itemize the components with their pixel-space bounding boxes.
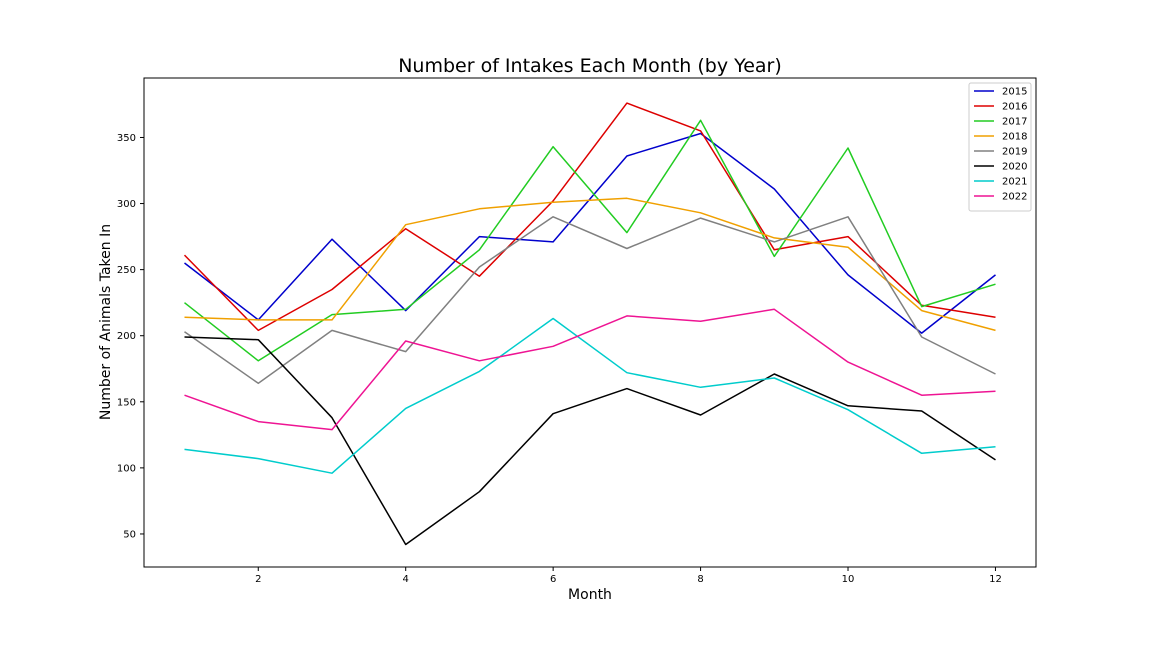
legend-label-2017: 2017 — [1002, 117, 1027, 128]
x-tick-label: 2 — [255, 574, 261, 585]
plot-frame — [143, 77, 1037, 568]
series-line-2016 — [183, 102, 996, 332]
series-line-2018 — [184, 197, 996, 332]
y-tick-label: 300 — [117, 199, 136, 210]
legend-label-2020: 2020 — [1002, 162, 1027, 173]
x-axis-title: Month — [568, 587, 612, 603]
y-tick-label: 250 — [117, 265, 136, 276]
y-tick-label: 50 — [123, 529, 136, 540]
x-tick-label: 6 — [550, 574, 556, 585]
series-line-2017 — [184, 119, 996, 362]
y-tick-label: 350 — [117, 133, 136, 144]
legend: 2015 2016 2017 2018 2019 2020 2021 2022 — [968, 82, 1032, 212]
legend-label-2022: 2022 — [1002, 192, 1027, 203]
y-axis-title: Number of Animals Taken In — [98, 224, 114, 420]
y-axis-ticks: 50 100 150 200 250 300 350 — [117, 133, 144, 540]
series-line-2021 — [184, 317, 996, 474]
legend-label-2019: 2019 — [1002, 147, 1027, 158]
series-line-2019 — [184, 216, 996, 385]
series-line-2022 — [184, 308, 996, 431]
x-axis-ticks: 2 4 6 8 10 12 — [255, 567, 1002, 585]
plot-lines — [183, 102, 996, 546]
series-line-2020 — [184, 336, 996, 546]
x-tick-label: 12 — [989, 574, 1002, 585]
y-tick-label: 200 — [117, 331, 136, 342]
legend-label-2018: 2018 — [1002, 132, 1027, 143]
legend-label-2016: 2016 — [1002, 102, 1027, 113]
y-tick-label: 100 — [117, 463, 136, 474]
legend-label-2015: 2015 — [1002, 87, 1027, 98]
x-tick-label: 4 — [403, 574, 409, 585]
x-tick-label: 8 — [697, 574, 703, 585]
legend-label-2021: 2021 — [1002, 177, 1027, 188]
y-tick-label: 150 — [117, 397, 136, 408]
chart-title: Number of Intakes Each Month (by Year) — [398, 55, 782, 77]
series-line-2015 — [184, 132, 996, 334]
x-tick-label: 10 — [842, 574, 855, 585]
legend-box — [968, 82, 1032, 212]
